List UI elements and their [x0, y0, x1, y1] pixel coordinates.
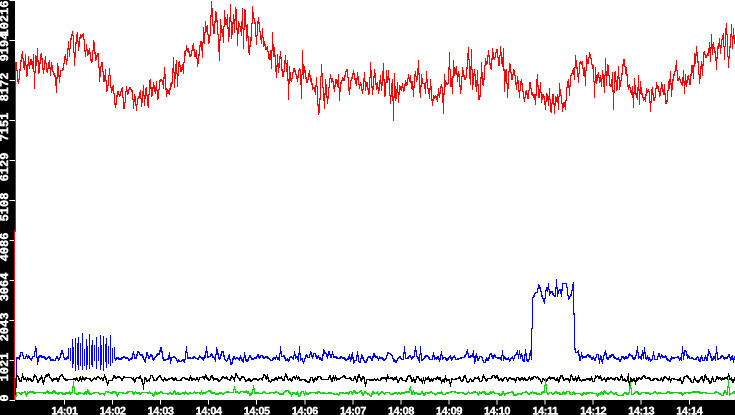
svg-text:4086: 4086	[0, 233, 12, 262]
svg-text:14:06: 14:06	[292, 405, 318, 415]
svg-text:1021: 1021	[0, 353, 12, 382]
svg-text:14:11: 14:11	[532, 405, 558, 415]
svg-text:7151: 7151	[0, 113, 12, 142]
svg-text:2043: 2043	[0, 313, 12, 342]
svg-text:14:02: 14:02	[100, 405, 126, 415]
svg-text:6129: 6129	[0, 153, 12, 182]
svg-text:14:09: 14:09	[436, 405, 462, 415]
svg-text:5108: 5108	[0, 193, 12, 222]
svg-text:0: 0	[0, 394, 12, 401]
svg-text:14:08: 14:08	[388, 405, 414, 415]
svg-text:14:04: 14:04	[196, 405, 223, 415]
svg-text:14:05: 14:05	[244, 405, 270, 415]
svg-text:14:13: 14:13	[628, 405, 654, 415]
svg-text:10216: 10216	[0, 0, 12, 36]
svg-text:8172: 8172	[0, 73, 12, 102]
svg-text:3064: 3064	[0, 273, 12, 302]
svg-text:9194: 9194	[0, 33, 12, 62]
svg-text:14:14: 14:14	[676, 405, 703, 415]
svg-text:14:07: 14:07	[340, 405, 366, 415]
svg-text:14:12: 14:12	[580, 405, 606, 415]
svg-text:14:03: 14:03	[148, 405, 174, 415]
svg-text:14:10: 14:10	[484, 405, 510, 415]
svg-text:14:01: 14:01	[51, 405, 77, 415]
